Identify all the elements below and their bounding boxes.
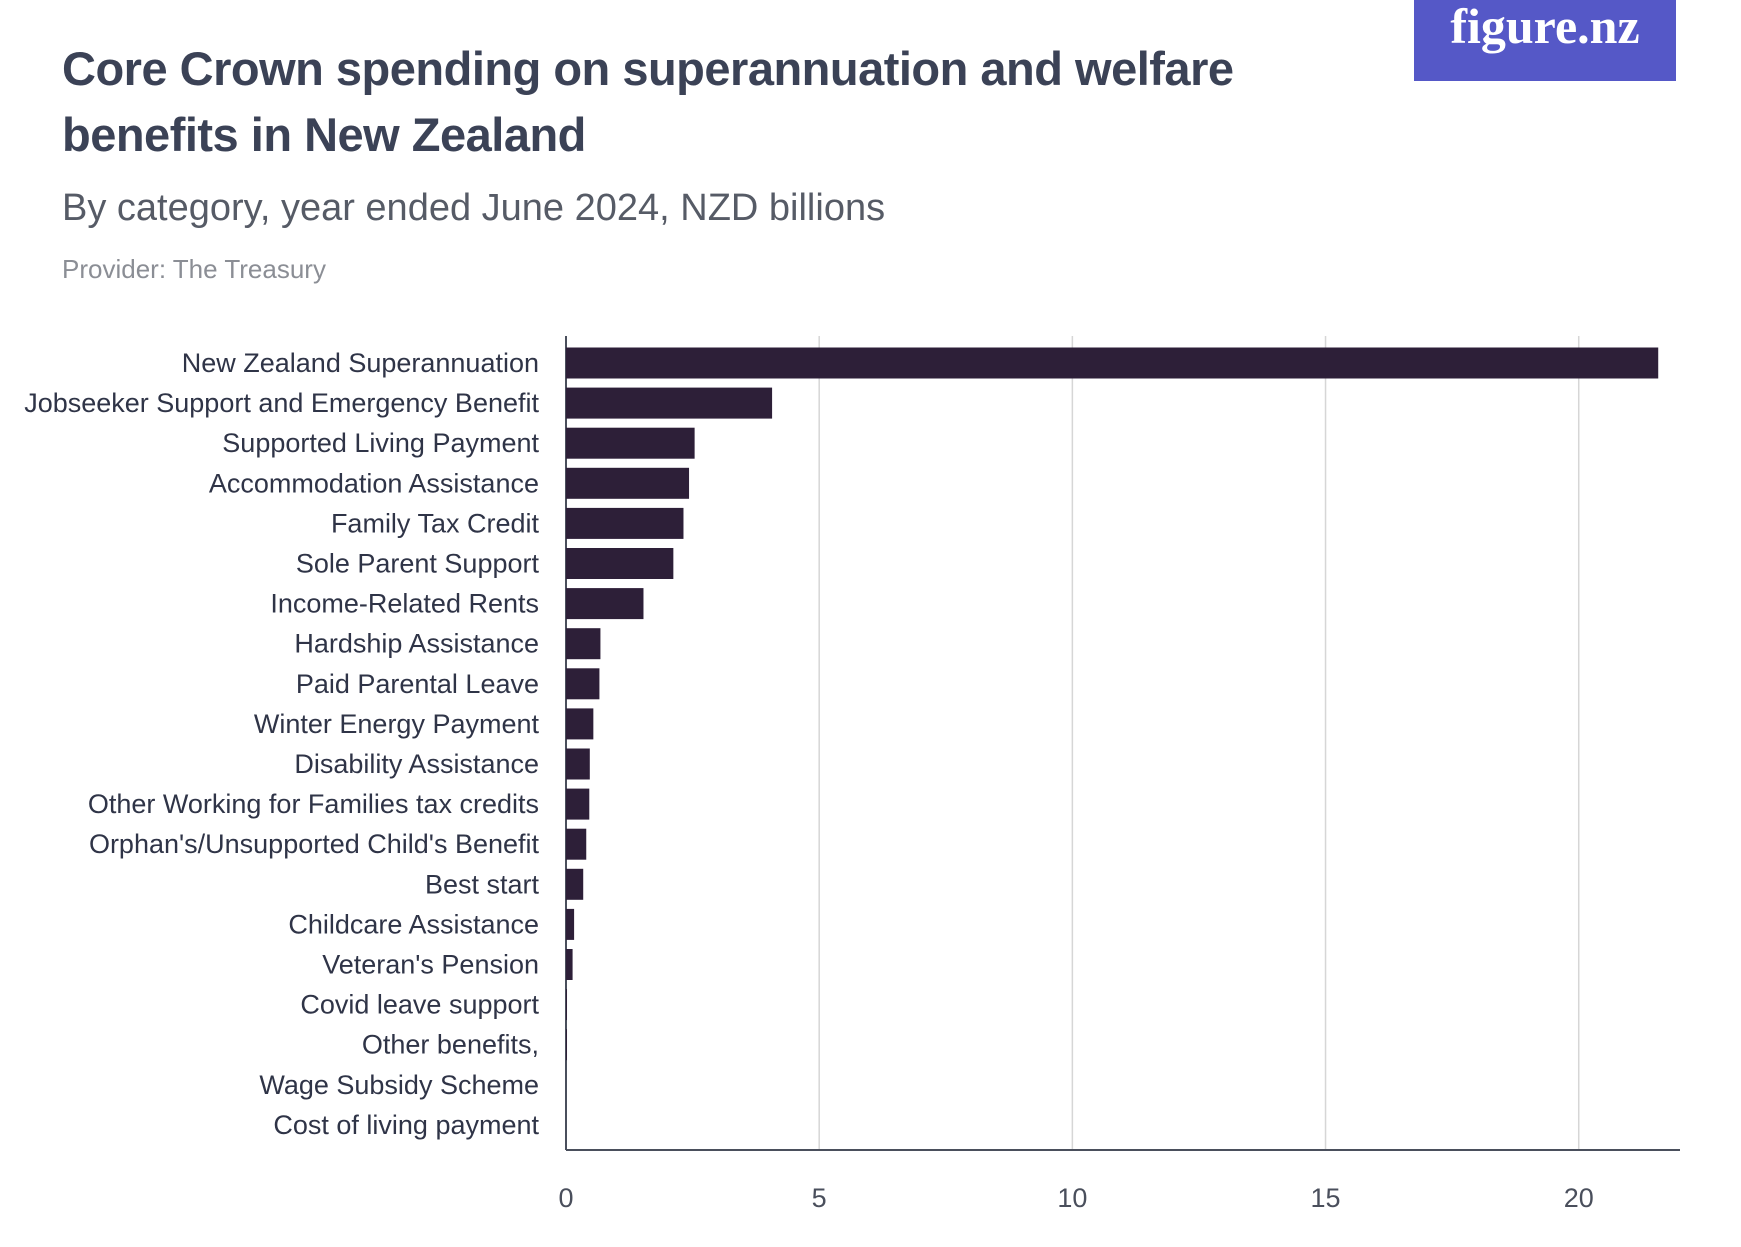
category-label: Paid Parental Leave [296, 669, 539, 699]
x-tick-label: 15 [1311, 1183, 1341, 1213]
bar [566, 989, 568, 1021]
category-labels: New Zealand Superannuation Jobseeker Supp… [24, 348, 539, 1140]
figure-nz-logo: figure.nz [1414, 0, 1676, 81]
bar [566, 828, 587, 860]
category-label: Jobseeker Support and Emergency Benefit [24, 388, 539, 418]
bar [566, 708, 594, 740]
bar [566, 387, 773, 419]
category-label: Winter Energy Payment [254, 709, 540, 739]
chart-title: Core Crown spending on superannuation an… [62, 42, 1234, 161]
x-axis: 0 5 10 15 20 [558, 1149, 1680, 1213]
bar [566, 949, 573, 980]
category-label: Other benefits, [362, 1030, 539, 1060]
bar [566, 427, 695, 459]
category-label: Hardship Assistance [294, 629, 539, 659]
category-label: Best start [425, 869, 540, 899]
bar [566, 548, 674, 579]
x-tick-label: 20 [1564, 1183, 1594, 1213]
grid-lines [565, 336, 1580, 1150]
x-tick-label: 5 [812, 1183, 827, 1213]
bar [566, 868, 584, 900]
category-label: Veteran's Pension [322, 950, 539, 980]
category-label: Orphan's/Unsupported Child's Benefit [89, 829, 540, 859]
category-label: Covid leave support [300, 990, 539, 1020]
bar [566, 748, 590, 780]
bar [566, 467, 690, 499]
bars [566, 347, 1659, 1061]
bar [566, 628, 601, 660]
x-tick-label: 0 [558, 1183, 573, 1213]
category-label: New Zealand Superannuation [182, 348, 539, 378]
category-label: Accommodation Assistance [209, 468, 539, 498]
provider-note: Provider: The Treasury [62, 254, 326, 284]
chart-subtitle: By category, year ended June 2024, NZD b… [62, 187, 886, 229]
x-tick-label: 10 [1057, 1183, 1087, 1213]
bar [566, 347, 1659, 379]
bar [566, 507, 684, 539]
bar [566, 788, 590, 820]
category-label: Wage Subsidy Scheme [259, 1070, 539, 1100]
bar [566, 588, 644, 620]
bar [566, 1029, 568, 1061]
bar [566, 668, 600, 700]
category-label: Disability Assistance [294, 749, 539, 779]
category-label: Supported Living Payment [222, 428, 539, 458]
category-label: Sole Parent Support [296, 549, 540, 579]
category-label: Family Tax Credit [331, 508, 540, 538]
category-label: Cost of living payment [273, 1110, 539, 1140]
category-label: Other Working for Families tax credits [88, 789, 539, 819]
bar [566, 908, 575, 940]
category-label: Childcare Assistance [288, 909, 539, 939]
category-label: Income-Related Rents [270, 589, 539, 619]
